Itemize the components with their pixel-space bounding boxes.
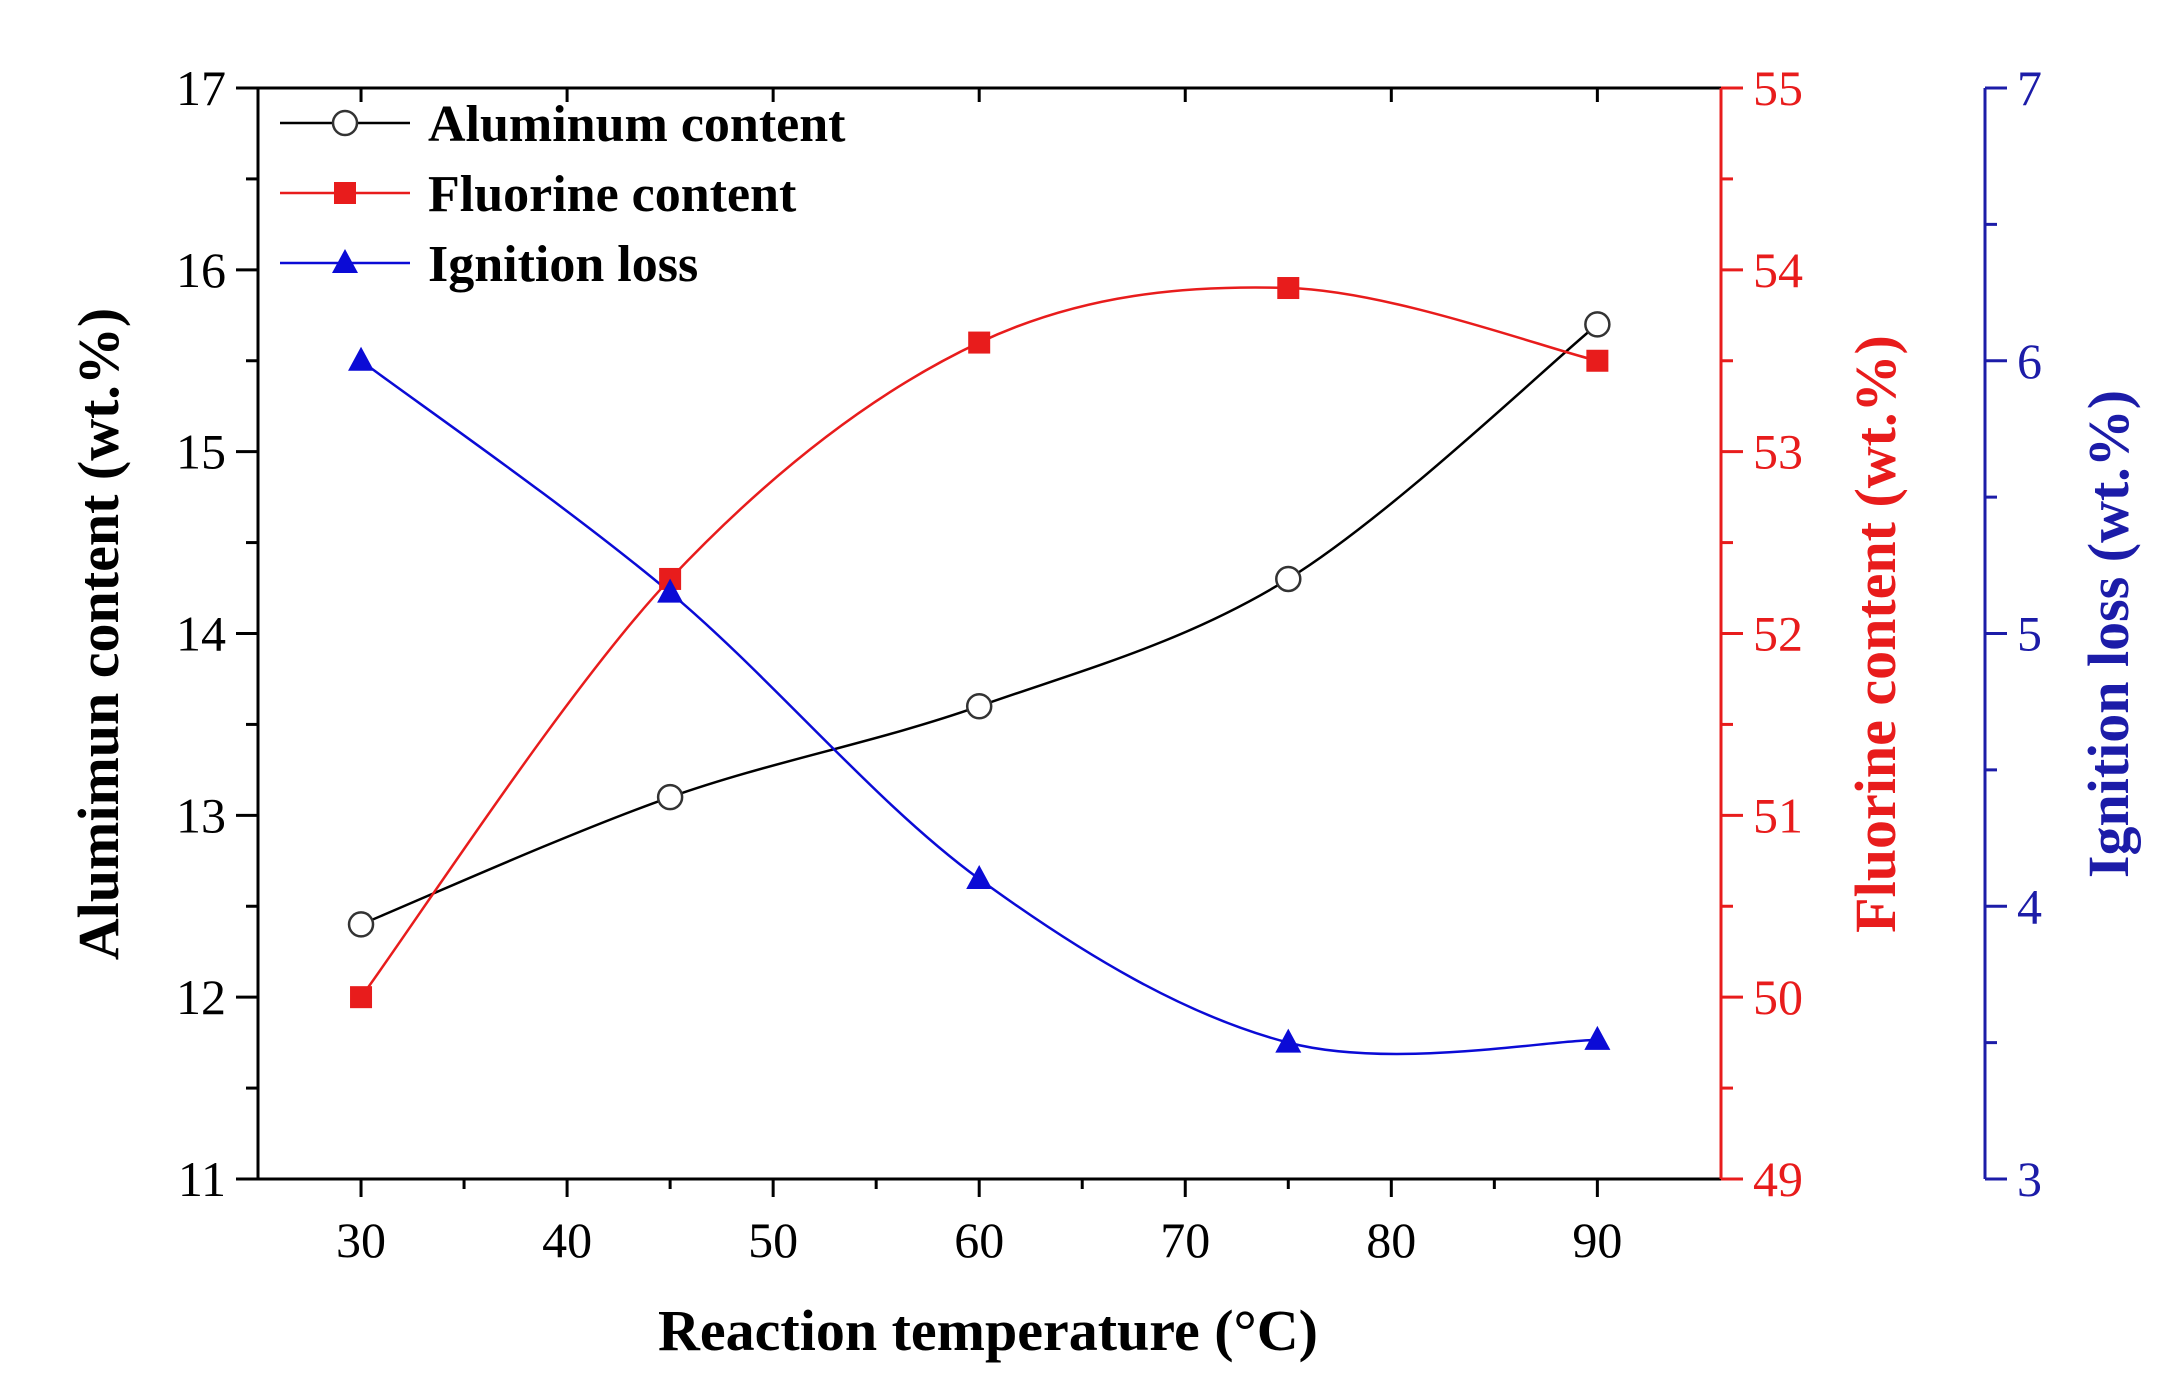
y-tick-label: 55	[1753, 60, 1803, 116]
data-point-aluminum-content	[1584, 311, 1611, 338]
y-tick-label: 53	[1753, 424, 1803, 480]
legend-marker	[331, 109, 359, 137]
y-tick-label: 17	[176, 60, 226, 116]
data-point-ignition-loss	[657, 578, 684, 603]
data-point-fluorine-content	[1277, 277, 1300, 300]
y-tick-label: 51	[1753, 787, 1803, 843]
y-right2-axis-title: Ignition loss (wt.%)	[2076, 390, 2141, 878]
y-tick-label: 49	[1753, 1151, 1803, 1207]
series-markers	[347, 277, 1611, 1053]
y-tick-label: 12	[176, 969, 226, 1025]
y-tick-label: 5	[2017, 606, 2042, 662]
y-tick-label: 6	[2017, 333, 2042, 389]
data-point-fluorine-content	[1586, 349, 1609, 372]
x-tick-label: 30	[336, 1212, 386, 1268]
y-axis-right-fluorine: 49 50 51 52 53 54 55	[1719, 60, 1803, 1207]
x-tick-label: 40	[542, 1212, 592, 1268]
legend-label: Fluorine content	[428, 166, 797, 223]
y-axis-right-ignition: 3 4 5 6 7	[1983, 60, 2042, 1207]
y-tick-label: 7	[2017, 60, 2042, 116]
data-point-aluminum-content	[1275, 565, 1302, 593]
data-point-aluminum-content	[965, 692, 993, 720]
data-point-aluminum-content	[656, 783, 684, 811]
y-tick-label: 3	[2017, 1151, 2042, 1207]
y-tick-label: 14	[176, 606, 226, 662]
y-tick-label: 15	[176, 424, 226, 480]
y-axis-left: 11 12 13 14 15 16 17	[176, 60, 258, 1207]
y-left-axis-title: Alumimun content (wt.%)	[66, 308, 131, 960]
legend-label: Ignition loss	[428, 236, 698, 293]
x-tick-label: 90	[1572, 1212, 1622, 1268]
y-tick-label: 54	[1753, 242, 1803, 298]
data-point-fluorine-content	[350, 986, 373, 1009]
x-axis-title: Reaction temperature (°C)	[658, 1298, 1318, 1363]
x-tick-label: 50	[748, 1212, 798, 1268]
data-point-ignition-loss	[1584, 1025, 1611, 1050]
data-point-fluorine-content	[968, 331, 991, 354]
x-tick-label: 60	[954, 1212, 1004, 1268]
data-point-aluminum-content	[347, 911, 375, 938]
data-point-ignition-loss	[348, 346, 375, 371]
legend-marker	[334, 182, 356, 204]
y-right1-axis-title: Fluorine content (wt.%)	[1843, 335, 1908, 933]
x-tick-label: 70	[1160, 1212, 1210, 1268]
data-point-ignition-loss	[966, 864, 993, 889]
legend: Aluminum content Fluorine content Ignition…	[280, 96, 846, 293]
y-tick-label: 52	[1753, 606, 1803, 662]
y-tick-label: 4	[2017, 878, 2042, 934]
legend-label: Aluminum content	[428, 96, 846, 153]
data-point-ignition-loss	[1275, 1028, 1302, 1053]
y-tick-label: 50	[1753, 969, 1803, 1025]
series-line-ignition-loss	[360, 359, 1598, 1056]
series-line-fluorine-content	[360, 286, 1598, 998]
y-tick-label: 16	[176, 242, 226, 298]
legend-marker	[332, 249, 358, 273]
x-tick-label: 80	[1366, 1212, 1416, 1268]
y-tick-label: 13	[176, 787, 226, 843]
x-axis: 30 40 50 60 70 80 90	[336, 88, 1622, 1268]
y-tick-label: 11	[178, 1151, 226, 1207]
